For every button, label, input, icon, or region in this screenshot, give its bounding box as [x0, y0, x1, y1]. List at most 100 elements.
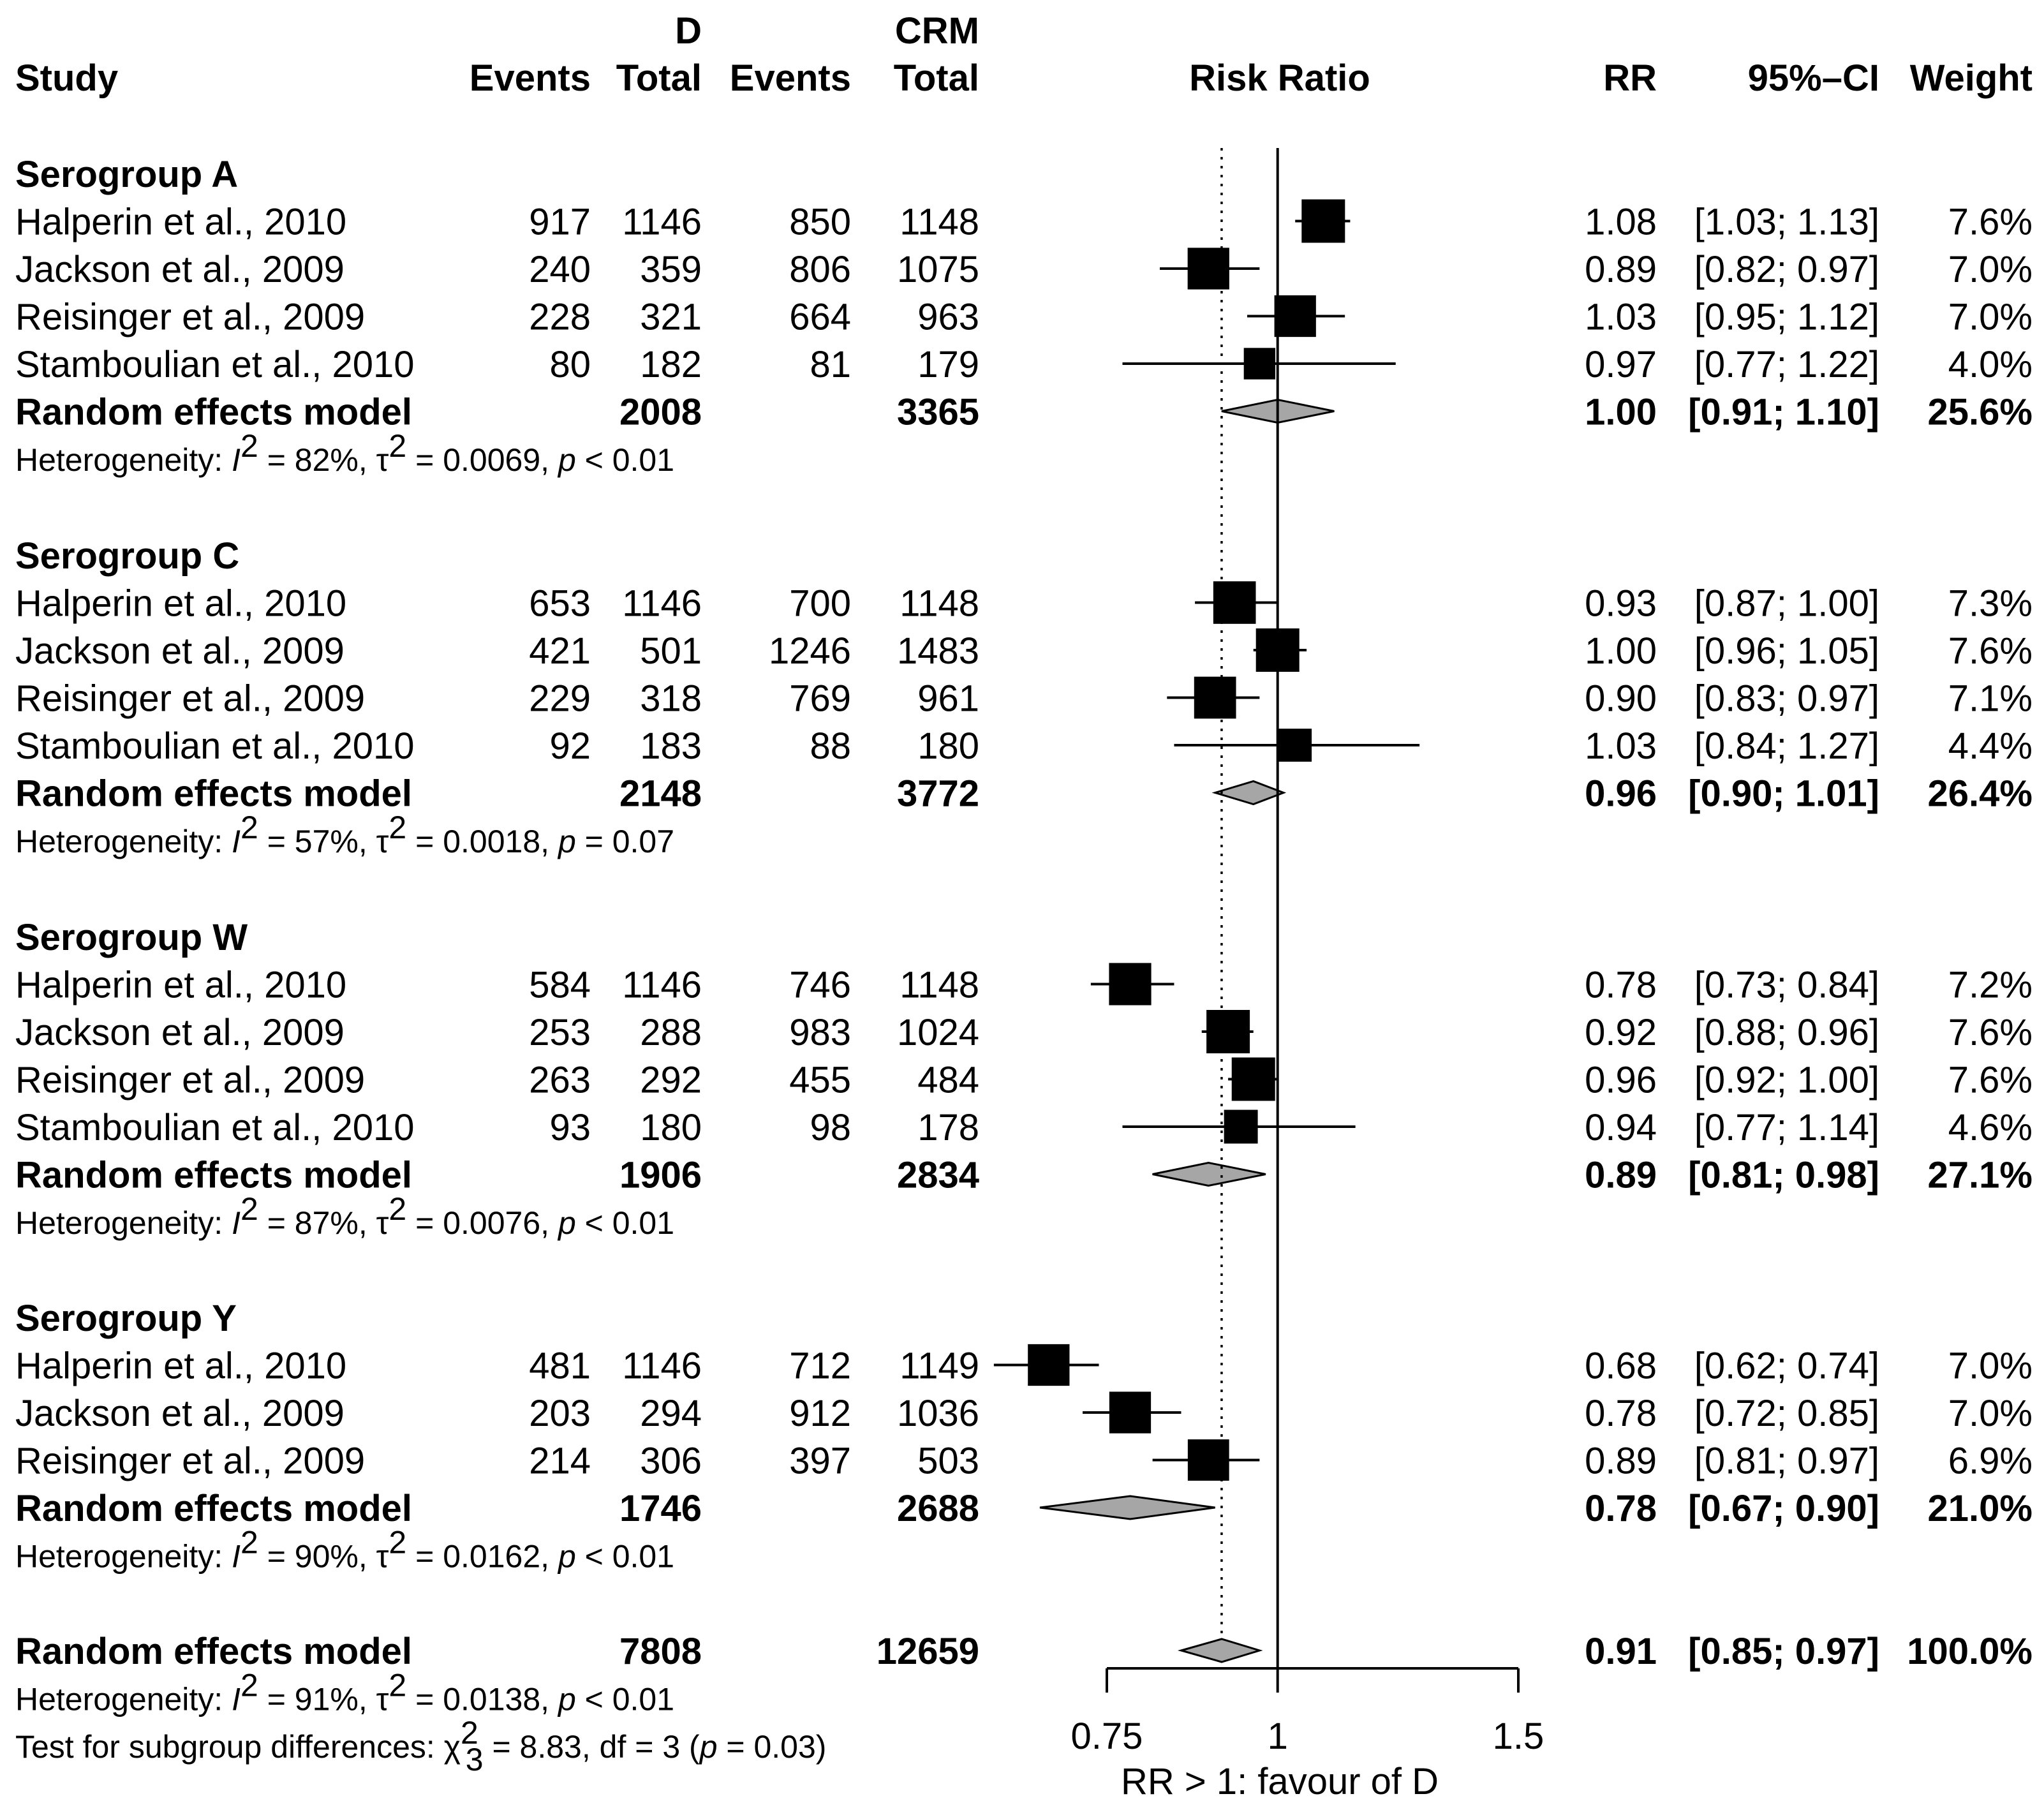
rr-value-0-1: 0.89: [1585, 249, 1657, 290]
ci-value-3-0: [0.62; 0.74]: [1694, 1346, 1879, 1387]
study-name-1-2: Reisinger et al., 2009: [15, 678, 365, 720]
heterogeneity-2: Heterogeneity: I2 = 87%, τ2 = 0.0076, p …: [15, 1191, 674, 1241]
weight-value-0-1: 7.0%: [1948, 249, 2033, 290]
total-d-0-2: 321: [640, 297, 702, 338]
study-name-2-3: Stamboulian et al., 2010: [15, 1107, 415, 1148]
model-total-d-0: 2008: [619, 392, 702, 433]
subgroup-title-0: Serogroup A: [15, 154, 238, 195]
rr-value-2-1: 0.92: [1585, 1012, 1657, 1053]
ci-value-1-1: [0.96; 1.05]: [1694, 630, 1879, 672]
header-rr: RR: [1603, 57, 1657, 99]
total-crm-2-1: 1024: [897, 1012, 979, 1053]
model-ci-0: [0.91; 1.10]: [1688, 392, 1879, 433]
study-square-1-3: [1278, 729, 1312, 762]
total-crm-3-2: 503: [917, 1441, 979, 1482]
overall-label: Random effects model: [15, 1631, 412, 1672]
rr-value-3-1: 0.78: [1585, 1393, 1657, 1434]
events-d-3-0: 481: [529, 1346, 591, 1387]
model-label-1: Random effects model: [15, 773, 412, 815]
header-ci: 95%–CI: [1748, 57, 1879, 99]
pooled-diamond-3: [1039, 1495, 1215, 1520]
model-total-crm-2: 2834: [897, 1155, 979, 1196]
total-crm-3-0: 1149: [900, 1346, 979, 1387]
events-d-3-2: 214: [529, 1441, 591, 1482]
ci-value-2-2: [0.92; 1.00]: [1694, 1060, 1879, 1101]
study-square-3-1: [1109, 1391, 1152, 1434]
total-d-1-2: 318: [640, 678, 702, 720]
ci-value-2-0: [0.73; 0.84]: [1694, 965, 1879, 1006]
events-d-0-3: 80: [549, 344, 591, 385]
ci-value-2-3: [0.77; 1.14]: [1694, 1107, 1879, 1148]
weight-value-0-2: 7.0%: [1948, 297, 2033, 338]
header-risk-ratio: Risk Ratio: [1189, 57, 1370, 99]
events-d-1-3: 92: [549, 725, 591, 767]
overall-ci: [0.85; 0.97]: [1688, 1631, 1879, 1672]
study-square-0-3: [1243, 348, 1276, 380]
total-d-2-2: 292: [640, 1060, 702, 1101]
header-group-d: D: [675, 10, 702, 52]
header-total-d: Total: [616, 57, 702, 99]
study-name-2-1: Jackson et al., 2009: [15, 1012, 344, 1053]
total-crm-2-2: 484: [917, 1060, 979, 1101]
rr-value-2-2: 0.96: [1585, 1060, 1657, 1101]
events-d-1-0: 653: [529, 583, 591, 625]
model-ci-2: [0.81; 0.98]: [1688, 1155, 1879, 1196]
events-crm-1-1: 1246: [769, 630, 851, 672]
total-d-1-0: 1146: [622, 583, 702, 625]
total-crm-1-2: 961: [917, 678, 979, 720]
events-d-2-2: 263: [529, 1060, 591, 1101]
overall-heterogeneity: Heterogeneity: I2 = 91%, τ2 = 0.0138, p …: [15, 1668, 674, 1717]
model-label-3: Random effects model: [15, 1488, 412, 1529]
rr-value-3-0: 0.68: [1585, 1346, 1657, 1387]
model-total-crm-3: 2688: [897, 1488, 979, 1529]
model-weight-1: 26.4%: [1928, 773, 2033, 815]
study-name-3-2: Reisinger et al., 2009: [15, 1441, 365, 1482]
total-crm-0-3: 179: [917, 344, 979, 385]
events-d-3-1: 203: [529, 1393, 591, 1434]
events-crm-3-2: 397: [789, 1441, 851, 1482]
model-weight-0: 25.6%: [1928, 392, 2033, 433]
rr-value-2-0: 0.78: [1585, 965, 1657, 1006]
study-name-3-1: Jackson et al., 2009: [15, 1393, 344, 1434]
weight-value-3-2: 6.9%: [1948, 1441, 2033, 1482]
total-d-3-0: 1146: [622, 1346, 702, 1387]
study-square-0-2: [1274, 295, 1316, 337]
heterogeneity-1: Heterogeneity: I2 = 57%, τ2 = 0.0018, p …: [15, 810, 674, 859]
weight-value-0-0: 7.6%: [1948, 202, 2033, 243]
ci-value-2-1: [0.88; 0.96]: [1694, 1012, 1879, 1053]
study-name-1-3: Stamboulian et al., 2010: [15, 725, 415, 767]
total-d-2-1: 288: [640, 1012, 702, 1053]
model-rr-2: 0.89: [1585, 1155, 1657, 1196]
study-square-3-0: [1028, 1344, 1070, 1386]
header-events-d: Events: [470, 57, 591, 99]
events-d-1-2: 229: [529, 678, 591, 720]
ci-value-1-0: [0.87; 1.00]: [1694, 583, 1879, 625]
ci-value-3-2: [0.81; 0.97]: [1694, 1441, 1879, 1482]
pooled-diamond-1: [1211, 780, 1287, 806]
model-total-crm-1: 3772: [897, 773, 979, 815]
header-study: Study: [15, 57, 118, 99]
weight-value-3-1: 7.0%: [1948, 1393, 2033, 1434]
model-rr-0: 1.00: [1585, 392, 1657, 433]
total-d-2-0: 1146: [622, 965, 702, 1006]
weight-value-1-0: 7.3%: [1948, 583, 2033, 625]
subgroup-title-3: Serogroup Y: [15, 1298, 237, 1339]
model-rr-1: 0.96: [1585, 773, 1657, 815]
model-ci-3: [0.67; 0.90]: [1688, 1488, 1879, 1529]
study-square-0-1: [1187, 248, 1229, 290]
model-rr-3: 0.78: [1585, 1488, 1657, 1529]
weight-value-0-3: 4.0%: [1948, 344, 2033, 385]
events-crm-2-3: 98: [810, 1107, 851, 1148]
pooled-diamond-2: [1152, 1161, 1266, 1187]
total-d-0-1: 359: [640, 249, 702, 290]
rr-value-0-3: 0.97: [1585, 344, 1657, 385]
weight-value-1-3: 4.4%: [1948, 725, 2033, 767]
events-crm-0-3: 81: [810, 344, 851, 385]
events-d-1-1: 421: [529, 630, 591, 672]
study-square-1-2: [1194, 676, 1236, 719]
total-crm-1-0: 1148: [900, 583, 979, 625]
study-square-3-2: [1187, 1439, 1229, 1481]
header-group-crm: CRM: [895, 10, 979, 52]
study-name-0-1: Jackson et al., 2009: [15, 249, 344, 290]
